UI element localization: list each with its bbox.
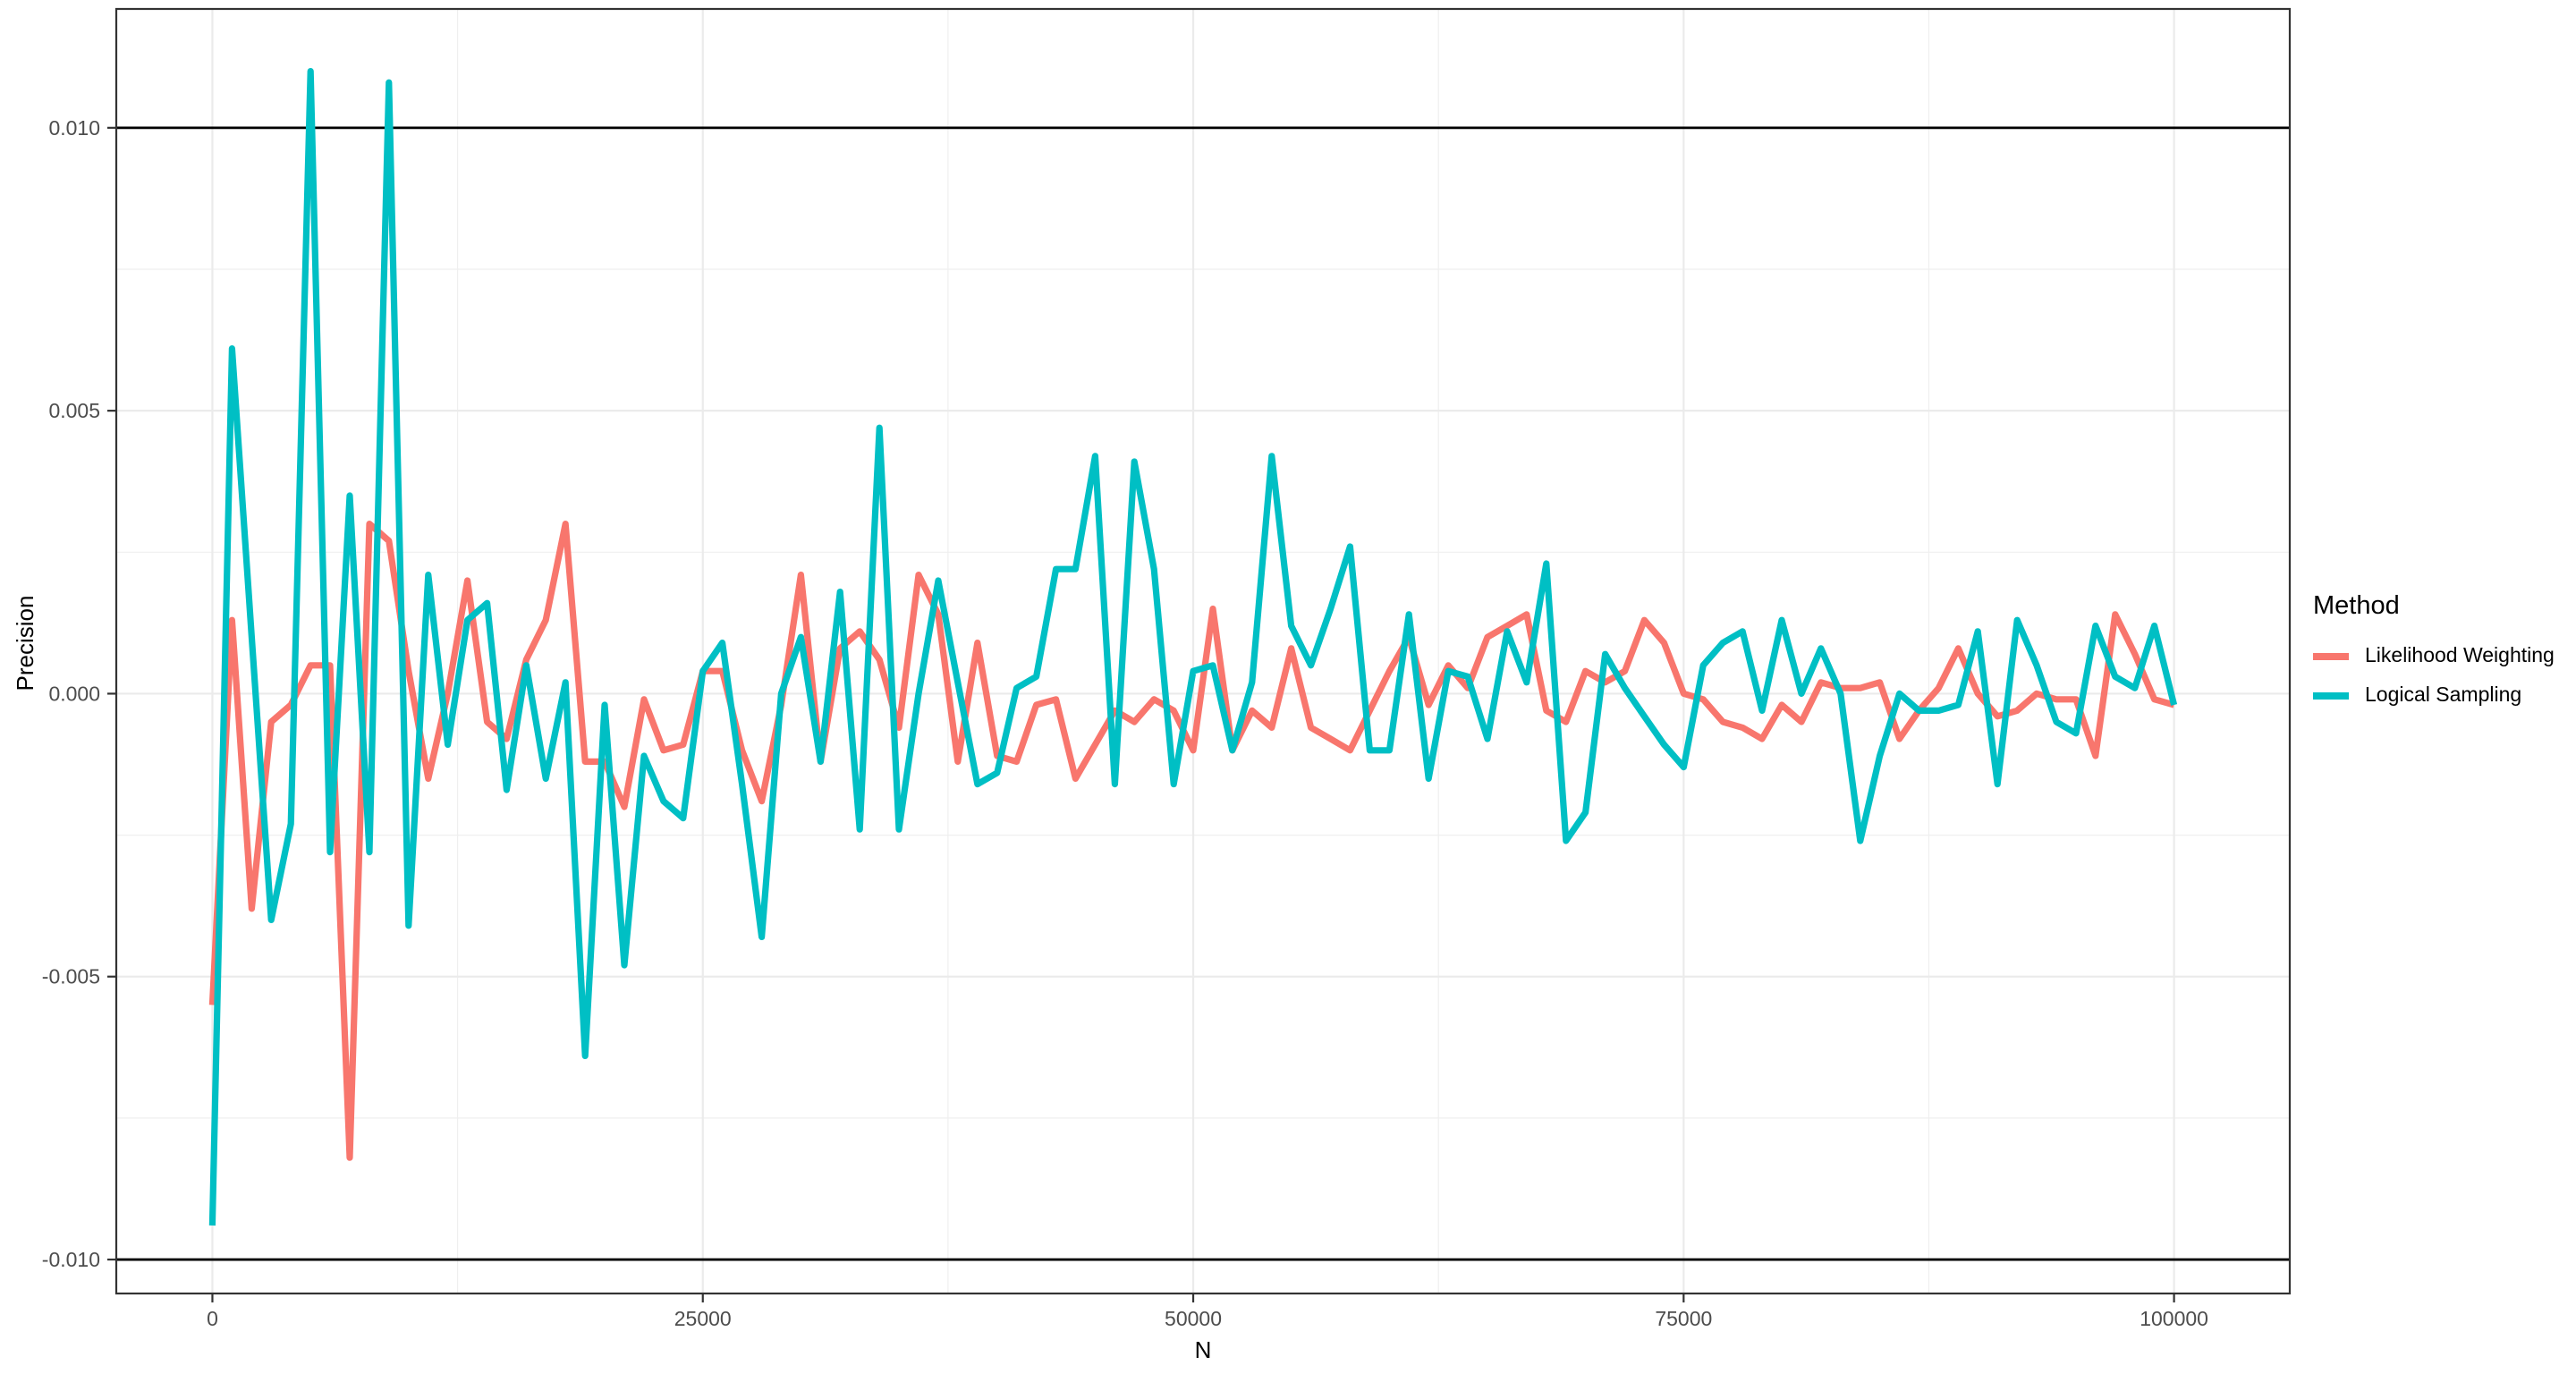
x-tick-label: 75000 — [1655, 1307, 1712, 1330]
legend: Method Likelihood Weighting Logical Sampl… — [2313, 592, 2574, 716]
y-tick-label: 0.010 — [48, 116, 100, 140]
y-tick-label: -0.010 — [42, 1248, 100, 1271]
legend-item-label: Likelihood Weighting — [2365, 646, 2555, 667]
x-tick-label: 50000 — [1165, 1307, 1222, 1330]
legend-rows: Likelihood Weighting Logical Sampling — [2313, 637, 2574, 716]
x-tick-label: 100000 — [2140, 1307, 2208, 1330]
series-line-likelihood-weighting — [208, 520, 2175, 1161]
x-tick-label: 25000 — [674, 1307, 732, 1330]
legend-swatch-line-icon — [2313, 653, 2349, 660]
x-tick-label: 0 — [207, 1307, 218, 1330]
y-axis-title: Precision — [12, 595, 38, 691]
x-axis-title: N — [1194, 1336, 1212, 1363]
y-tick-label: -0.005 — [42, 965, 100, 988]
series-line-logical-sampling — [208, 67, 2178, 1226]
legend-item-label: Logical Sampling — [2365, 685, 2522, 707]
legend-item: Likelihood Weighting — [2313, 637, 2574, 676]
legend-item: Logical Sampling — [2313, 676, 2574, 716]
y-tick-label: 0.005 — [48, 399, 100, 422]
legend-title: Method — [2313, 592, 2400, 621]
panel-border — [114, 7, 2292, 1295]
y-tick-label: 0.000 — [48, 682, 100, 705]
legend-swatch-line-icon — [2313, 692, 2349, 700]
